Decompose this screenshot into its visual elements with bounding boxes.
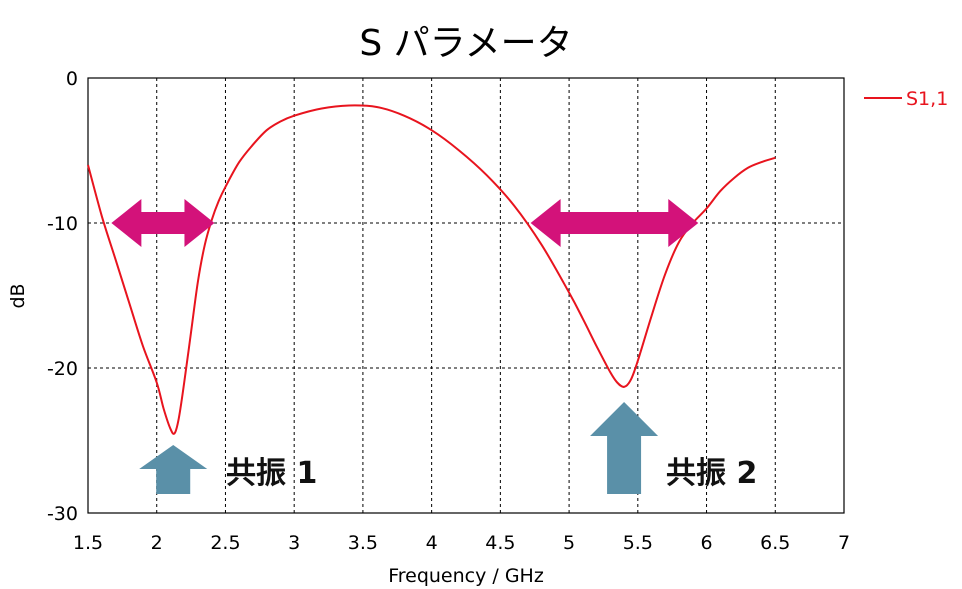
resonance-span-arrows: [111, 199, 699, 247]
annotation-resonance-2: 共振 2: [666, 456, 757, 491]
x-tick-label: 6: [700, 532, 712, 554]
x-tick-label: 2.5: [210, 532, 240, 554]
x-tick-label: 2: [151, 532, 163, 554]
x-tick-label: 7: [838, 532, 850, 554]
span-arrow-resonance-2: [530, 199, 699, 247]
x-tick-label: 5: [563, 532, 575, 554]
x-tick-label: 4: [426, 532, 438, 554]
grid-lines: [88, 78, 844, 513]
y-tick-label: -10: [47, 213, 78, 235]
y-tick-label: 0: [66, 68, 78, 90]
y-tick-label: -30: [47, 503, 78, 525]
chart-title: S パラメータ: [359, 23, 572, 64]
resonance-up-arrows: [139, 402, 659, 494]
x-tick-label: 3: [288, 532, 300, 554]
y-axis-label: dB: [7, 283, 29, 308]
up-arrow-resonance-2: [590, 402, 659, 494]
x-tick-label: 5.5: [623, 532, 653, 554]
up-arrow-resonance-1: [139, 445, 208, 494]
x-tick-label: 3.5: [348, 532, 378, 554]
plot-frame: [87, 77, 845, 514]
series-line-s11: [87, 104, 776, 435]
x-tick-label: 4.5: [485, 532, 515, 554]
annotation-resonance-1: 共振 1: [226, 456, 317, 491]
x-tick-labels: 1.5 2 2.5 3 3.5 4 4.5 5 5.5 6 6.5 7: [73, 532, 850, 554]
legend-label-s11: S1,1: [906, 88, 948, 110]
y-tick-labels: 0 -10 -20 -30: [47, 68, 78, 525]
x-tick-label: 6.5: [760, 532, 790, 554]
span-arrow-resonance-1: [111, 199, 215, 247]
x-axis-label: Frequency / GHz: [388, 565, 544, 587]
y-tick-label: -20: [47, 358, 78, 380]
x-tick-label: 1.5: [73, 532, 103, 554]
annotation-labels: 共振 1 共振 2: [226, 456, 757, 491]
